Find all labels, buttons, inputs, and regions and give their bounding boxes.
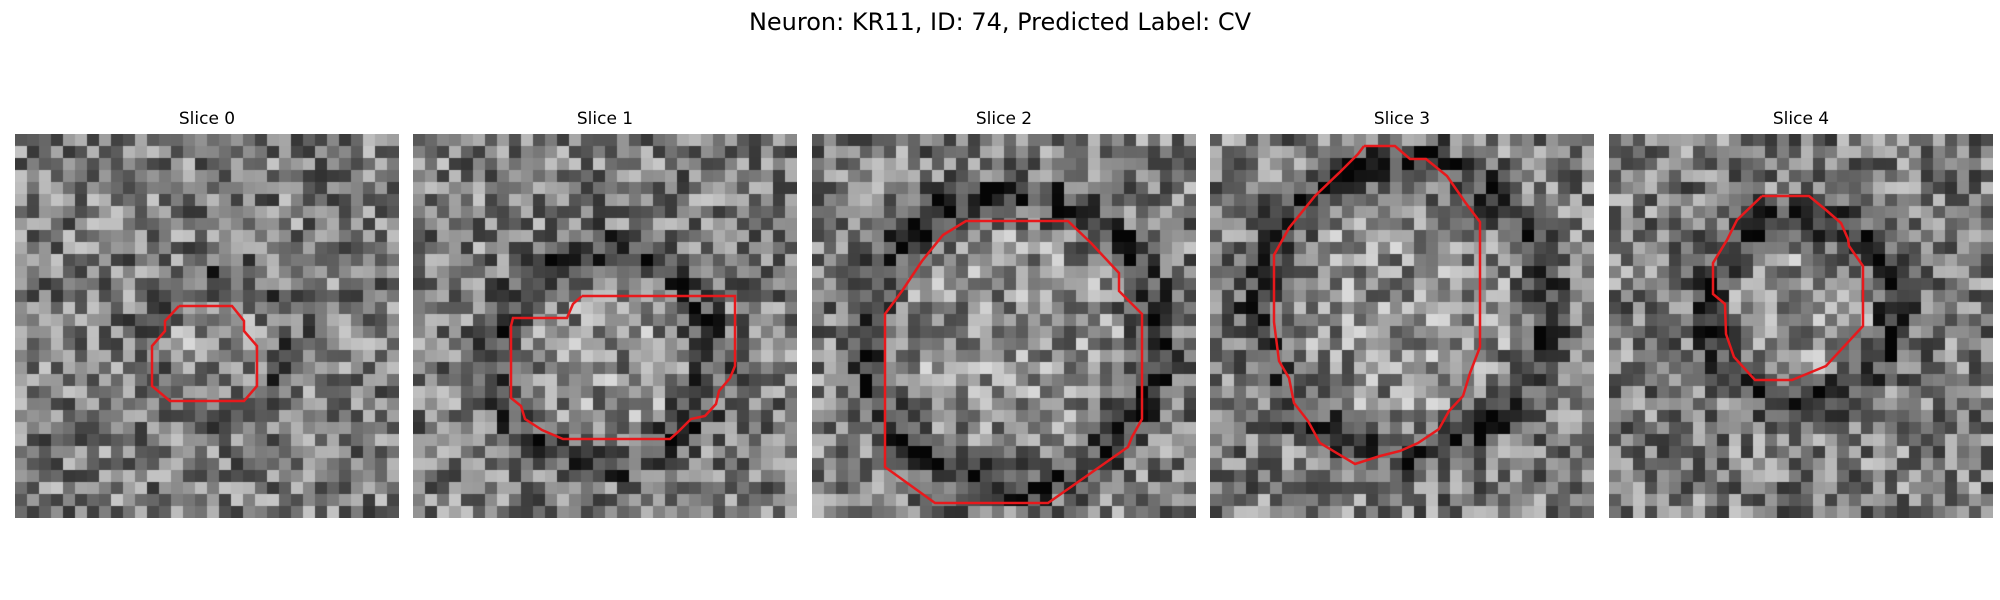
- roi-overlay-slice-3: [1272, 144, 1482, 466]
- roi-contour: [1272, 144, 1482, 466]
- figure-title: Neuron: KR11, ID: 74, Predicted Label: C…: [748, 8, 1252, 36]
- roi-overlay-slice-4: [1711, 194, 1865, 382]
- slice-panel-2: Slice 2: [812, 108, 1196, 518]
- grayscale-image-slice-2: [812, 134, 1196, 518]
- slice-title: Slice 3: [1373, 109, 1431, 129]
- slice-panel-3: Slice 3: [1210, 108, 1594, 518]
- slice-title: Slice 1: [576, 109, 634, 129]
- slice-panel-1: Slice 1: [413, 108, 797, 518]
- slice-panel-0: Slice 0: [15, 108, 399, 518]
- grayscale-image-slice-1: [413, 134, 797, 518]
- slice-title: Slice 4: [1772, 109, 1830, 129]
- roi-contour: [883, 219, 1144, 505]
- slice-panel-4: Slice 4: [1609, 108, 1993, 518]
- grayscale-image-slice-4: [1609, 134, 1993, 518]
- roi-overlay-slice-1: [509, 294, 737, 441]
- roi-overlay-slice-2: [883, 219, 1144, 505]
- grayscale-image-slice-0: [15, 134, 399, 518]
- roi-contour: [509, 294, 737, 441]
- slice-title: Slice 2: [975, 109, 1033, 129]
- roi-contour: [1711, 194, 1865, 382]
- roi-overlay-slice-0: [150, 304, 259, 403]
- roi-contour: [150, 304, 259, 403]
- slice-title: Slice 0: [178, 109, 236, 129]
